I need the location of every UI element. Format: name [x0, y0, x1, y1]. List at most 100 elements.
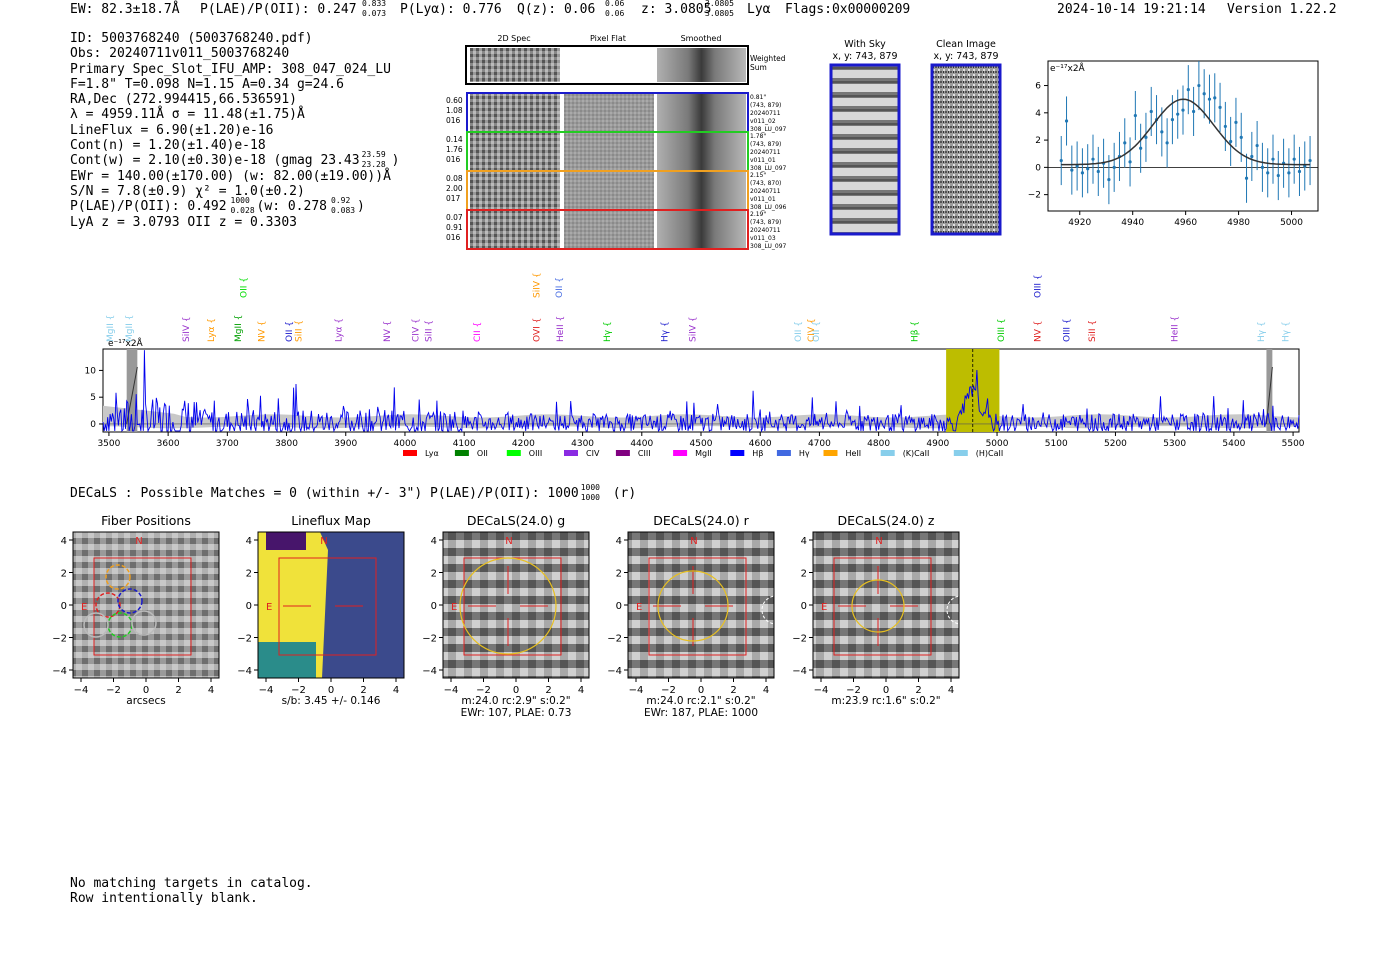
imaging-x-tick-label: 4 — [948, 685, 954, 696]
fit-x-tick-label: 4960 — [1174, 218, 1197, 228]
fit-data-point — [1064, 119, 1069, 123]
spectrum-x-tick-label: 4600 — [749, 439, 772, 449]
imaging-y-tick-label: −4 — [607, 666, 622, 677]
qz-hi: 0.06 — [605, 0, 625, 8]
legend-swatch — [454, 450, 469, 456]
cutout-smoothed — [657, 172, 746, 209]
imaging-x-tick-label: −2 — [291, 685, 306, 696]
info-sn: S/N = 7.8(±0.9) χ² = 1.0(±0.2) — [70, 183, 305, 199]
legend-label: (H)CaII — [976, 449, 1003, 458]
legend-label: Lyα — [425, 449, 439, 458]
fit-data-point — [1266, 171, 1270, 175]
emission-line-label: SiIV { — [182, 316, 192, 342]
spectrum-x-tick-label: 3700 — [216, 439, 239, 449]
cutout-pixelflat — [564, 133, 654, 170]
imaging-y-tick-label: 4 — [616, 536, 622, 547]
spectrum-x-tick-label: 3900 — [334, 439, 357, 449]
cutout-smoothed — [657, 211, 746, 248]
emission-line-label: OII { — [812, 321, 822, 342]
line-fit-chart: e⁻¹⁷x2Å 4920 4940 4960 4980 5000 −2 0 2 4 6 — [1028, 60, 1319, 228]
fiber-circle — [131, 610, 157, 636]
imaging-x-tick-label: −2 — [846, 685, 861, 696]
spectrum-error-band — [103, 405, 1299, 429]
fit-data-point — [1207, 97, 1212, 101]
sky-coords: x, y: 743, 879 — [832, 51, 897, 62]
spectrum-x-tick-label: 4000 — [394, 439, 417, 449]
imaging-x-tick-label: −4 — [444, 685, 459, 696]
fit-x-tick-label: 4940 — [1121, 218, 1144, 228]
search-box — [833, 557, 932, 656]
fit-data-point — [1186, 88, 1190, 92]
imaging-y-tick-label: −4 — [52, 666, 67, 677]
legend-label: OII — [477, 449, 488, 458]
cutout-meta: 308_LU_097 — [750, 126, 787, 133]
imaging-x-tick-label: 0 — [698, 685, 704, 696]
north-marker: N — [505, 536, 512, 547]
sky-title: With Sky — [844, 39, 886, 50]
emission-line-label: MgII { — [234, 315, 244, 342]
emission-line-label: SiII { — [294, 320, 304, 342]
fit-data-point — [1160, 130, 1164, 134]
contw-lo: 23.28 — [361, 160, 386, 170]
emission-line-label: OIII { — [1033, 274, 1043, 298]
fit-gaussian-curve — [1061, 98, 1311, 166]
search-box — [648, 557, 747, 656]
east-marker: E — [636, 602, 642, 613]
imaging-panel-image — [73, 532, 219, 678]
cutout-stat: 017 — [446, 194, 461, 203]
imaging-x-tick-label: 4 — [393, 685, 399, 696]
imaging-y-tick-label: −4 — [792, 666, 807, 677]
weighted-sum-label-2: Sum — [750, 63, 767, 72]
fit-data-point — [1080, 171, 1085, 175]
cutout-stat: 0.60 — [446, 96, 463, 105]
fit-data-point — [1287, 171, 1291, 175]
cutout-meta: 308_LU_096 — [750, 204, 787, 211]
imaging-panel-xlabel: m:24.0 rc:2.1" s:0.2" — [646, 695, 755, 707]
imaging-x-tick-label: 2 — [175, 685, 181, 696]
spectrum-x-tick-label: 4400 — [630, 439, 653, 449]
imaging-x-tick-label: 4 — [208, 685, 214, 696]
fiber-circle — [117, 588, 143, 614]
imaging-y-tick-label: 4 — [246, 536, 252, 547]
spectrum-x-tick-label: 4500 — [690, 439, 713, 449]
imaging-y-tick-label: 4 — [61, 536, 67, 547]
east-marker: E — [451, 602, 457, 613]
legend-swatch — [615, 450, 630, 456]
fit-y-tick-label: 4 — [1035, 109, 1041, 119]
col-header-smoothed: Smoothed — [681, 34, 722, 43]
info-contw: Cont(w) = 2.10(±0.30)e-18 (gmag 23.43 23.… — [70, 150, 400, 170]
plae2w-hi: 0.92 — [331, 196, 351, 206]
line-id: Lyα — [747, 2, 771, 17]
legend-label: Hγ — [799, 449, 810, 458]
imaging-panel-image — [628, 532, 774, 678]
spectrum-x-tick-label: 5300 — [1163, 439, 1186, 449]
masked-region — [1266, 349, 1273, 432]
plae-hi: 0.833 — [362, 0, 387, 8]
spectrum-x-tick-label: 4800 — [867, 439, 890, 449]
emission-line-label: Hγ { — [603, 321, 613, 342]
emission-line-label: Hγ { — [1281, 321, 1291, 342]
imaging-y-tick-label: 0 — [616, 601, 622, 612]
spectrum-x-tick-label: 5100 — [1045, 439, 1068, 449]
north-marker: N — [690, 536, 697, 547]
cutout-stat: 016 — [446, 116, 461, 125]
legend-swatch — [506, 450, 521, 456]
imaging-y-tick-label: −4 — [237, 666, 252, 677]
version: Version 1.22.2 — [1227, 2, 1337, 17]
cutout-2dspec — [470, 94, 560, 131]
fit-data-point — [1244, 176, 1249, 180]
cutout-stat: 1.08 — [446, 106, 463, 115]
cutout-meta: 2.19" — [750, 211, 766, 218]
fit-x-tick-label: 5000 — [1280, 218, 1303, 228]
legend-label: HeII — [846, 449, 862, 458]
fit-data-point — [1271, 157, 1275, 161]
fit-data-point — [1223, 124, 1227, 129]
imaging-panel-xlabel: m:24.0 rc:2.9" s:0.2" — [461, 695, 570, 707]
imaging-y-tick-label: −2 — [607, 634, 622, 645]
ew-value: EW: 82.3±18.7Å — [70, 2, 180, 17]
imaging-x-tick-label: 4 — [578, 685, 584, 696]
cutout-meta: 0.81" — [750, 94, 766, 101]
emission-line-label: Hγ { — [1257, 321, 1267, 342]
info-ewr: EWr = 140.00(±170.00) (w: 82.00(±19.00))… — [70, 168, 391, 184]
